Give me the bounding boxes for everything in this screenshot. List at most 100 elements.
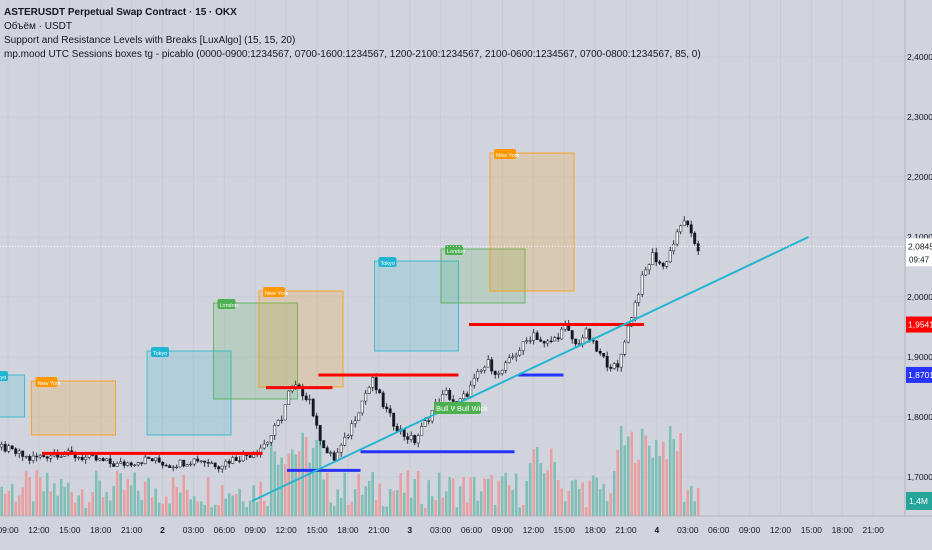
volume-bar — [164, 496, 168, 516]
candle-body — [658, 261, 662, 264]
candle-body — [157, 457, 161, 463]
time-tick-label: 09:00 — [0, 525, 19, 535]
volume-bar — [136, 490, 140, 516]
legend-indicator-sr[interactable]: Support and Resistance Levels with Break… — [4, 35, 296, 46]
volume-bar — [549, 448, 553, 516]
volume-bar — [70, 492, 73, 516]
volume-bar — [427, 480, 430, 516]
time-tick-label: 06:00 — [214, 525, 236, 535]
session-tag — [445, 245, 463, 255]
candle-body — [416, 435, 420, 444]
volume-bar — [14, 501, 17, 516]
volume-bar — [602, 483, 605, 516]
candle-body — [196, 458, 200, 462]
legend-indicator-sessions[interactable]: mp.mood UTC Sessions boxes tg - picablo … — [4, 49, 701, 60]
volume-bar — [315, 439, 318, 516]
legend-volume[interactable]: Объём · USDT — [4, 21, 72, 32]
volume-bar — [203, 504, 206, 516]
candle-body — [469, 384, 473, 397]
volume-bar — [273, 451, 276, 516]
candle-body — [182, 459, 186, 467]
volume-bar — [189, 499, 192, 516]
volume-bar — [38, 476, 42, 516]
candle-body — [647, 264, 651, 271]
bull-wick-tag — [455, 402, 481, 414]
volume-bar — [413, 479, 416, 516]
candle-body — [584, 328, 588, 339]
candle-body — [248, 455, 252, 458]
volume-bar — [420, 503, 423, 516]
candle-body — [623, 341, 627, 355]
candle-body — [192, 458, 196, 465]
candle-body — [353, 420, 357, 425]
volume-bar — [619, 426, 623, 516]
volume-bar — [171, 477, 175, 516]
candle-body — [462, 393, 466, 399]
volume-bar — [119, 473, 122, 516]
candle-body — [549, 340, 553, 342]
volume-bar — [276, 464, 280, 516]
candle-body — [206, 462, 210, 464]
volume-bar — [455, 507, 458, 516]
volume-bar — [322, 479, 325, 516]
volume-bar — [52, 483, 56, 516]
candle-body — [654, 252, 658, 263]
candle-body — [392, 412, 396, 427]
candle-body — [493, 370, 497, 375]
candle-body — [325, 447, 329, 454]
candle-body — [539, 339, 543, 342]
candle-body — [364, 393, 368, 402]
candle-body — [77, 457, 81, 459]
candle-body — [483, 366, 487, 371]
price-tick-label: 2,3000 — [907, 112, 932, 122]
candle-body — [318, 425, 322, 441]
candle-body — [105, 458, 109, 462]
volume-bar — [192, 496, 196, 516]
volume-bar — [3, 493, 7, 516]
time-tick-label: 06:00 — [708, 525, 730, 535]
volume-bar — [472, 476, 476, 516]
candle-body — [80, 457, 84, 460]
volume-bar — [441, 497, 444, 516]
volume-bar — [416, 470, 420, 516]
candle-body — [486, 359, 490, 368]
candle-body — [665, 261, 669, 267]
candle-body — [588, 328, 592, 341]
candle-body — [0, 444, 4, 448]
volume-bar — [140, 499, 143, 516]
volume-bar — [546, 470, 549, 516]
candle-body — [49, 455, 53, 459]
candle-body — [444, 390, 448, 395]
price-tick-label: 1,9000 — [907, 352, 932, 362]
candle-body — [42, 455, 46, 457]
volume-bar — [637, 459, 640, 516]
candle-body — [150, 458, 154, 462]
volume-bar — [392, 490, 395, 516]
candle-body — [185, 464, 189, 467]
volume-bar — [168, 503, 171, 516]
volume-bar — [486, 478, 490, 516]
candle-body — [406, 436, 410, 440]
candle-body — [238, 460, 242, 462]
volume-bar — [444, 491, 448, 516]
candle-body — [553, 337, 557, 342]
candle-body — [357, 412, 361, 422]
price-tick-label: 2,0000 — [907, 292, 932, 302]
time-tick-label: 09:00 — [492, 525, 514, 535]
candle-body — [546, 340, 550, 344]
candle-body — [507, 357, 511, 363]
candle-body — [668, 250, 672, 262]
candle-body — [381, 392, 385, 408]
volume-bar — [595, 477, 598, 516]
legend-title[interactable]: ASTERUSDT Perpetual Swap Contract · 15 ·… — [4, 7, 237, 18]
candle-body — [266, 441, 270, 445]
volume-bar — [108, 500, 112, 516]
volume-bar — [343, 472, 346, 516]
volume-bar — [178, 492, 182, 516]
volume-bar — [91, 492, 94, 516]
volume-bar — [80, 489, 84, 516]
volume-bar — [147, 477, 150, 516]
countdown-label: 09:47 — [909, 255, 930, 264]
